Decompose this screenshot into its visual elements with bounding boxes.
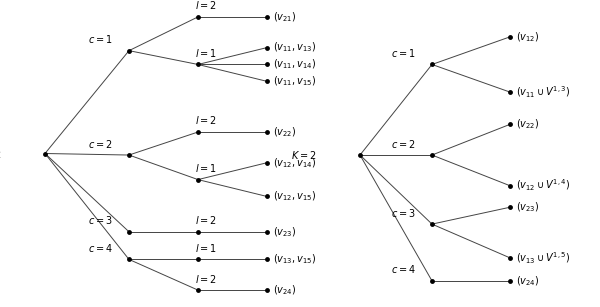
Text: $(v_{23})$: $(v_{23})$ [516,200,539,214]
Text: $c = 1$: $c = 1$ [88,33,113,45]
Text: $l = 2$: $l = 2$ [195,115,217,126]
Text: $(v_{22})$: $(v_{22})$ [273,125,296,139]
Text: $(v_{12})$: $(v_{12})$ [516,30,539,44]
Text: $l = 2$: $l = 2$ [195,0,217,11]
Text: $l = 2$: $l = 2$ [195,273,217,285]
Text: $(v_{13} \cup V^{1,5})$: $(v_{13} \cup V^{1,5})$ [516,250,571,266]
Text: $l = 1$: $l = 1$ [195,162,217,174]
Text: $c = 2$: $c = 2$ [391,138,416,150]
Text: $(v_{12}, v_{15})$: $(v_{12}, v_{15})$ [273,190,316,203]
Text: $(v_{23})$: $(v_{23})$ [273,225,296,239]
Text: $(v_{24})$: $(v_{24})$ [273,283,296,297]
Text: $(v_{24})$: $(v_{24})$ [516,274,539,288]
Text: $l = 2$: $l = 2$ [195,214,217,226]
Text: $c = 1$: $c = 1$ [391,47,416,59]
Text: $c = 3$: $c = 3$ [391,207,416,219]
Text: $l = 1$: $l = 1$ [195,47,217,59]
Text: $(v_{11}, v_{14})$: $(v_{11}, v_{14})$ [273,58,316,71]
Text: $(v_{11}, v_{13})$: $(v_{11}, v_{13})$ [273,41,316,54]
Text: $K = 2$: $K = 2$ [0,147,2,160]
Text: $c = 4$: $c = 4$ [88,242,113,254]
Text: $(v_{12}, v_{14})$: $(v_{12}, v_{14})$ [273,156,316,169]
Text: $c = 4$: $c = 4$ [391,263,416,275]
Text: $(v_{21})$: $(v_{21})$ [273,10,296,24]
Text: $K = 2$: $K = 2$ [291,149,317,161]
Text: $(v_{11}, v_{15})$: $(v_{11}, v_{15})$ [273,75,316,88]
Text: $c = 3$: $c = 3$ [88,214,113,226]
Text: $(v_{12} \cup V^{1,4})$: $(v_{12} \cup V^{1,4})$ [516,178,571,193]
Text: $c = 2$: $c = 2$ [88,138,113,150]
Text: $l = 1$: $l = 1$ [195,242,217,254]
Text: $(v_{13}, v_{15})$: $(v_{13}, v_{15})$ [273,253,316,266]
Text: $(v_{22})$: $(v_{22})$ [516,118,539,131]
Text: $(v_{11} \cup V^{1,3})$: $(v_{11} \cup V^{1,3})$ [516,84,571,100]
